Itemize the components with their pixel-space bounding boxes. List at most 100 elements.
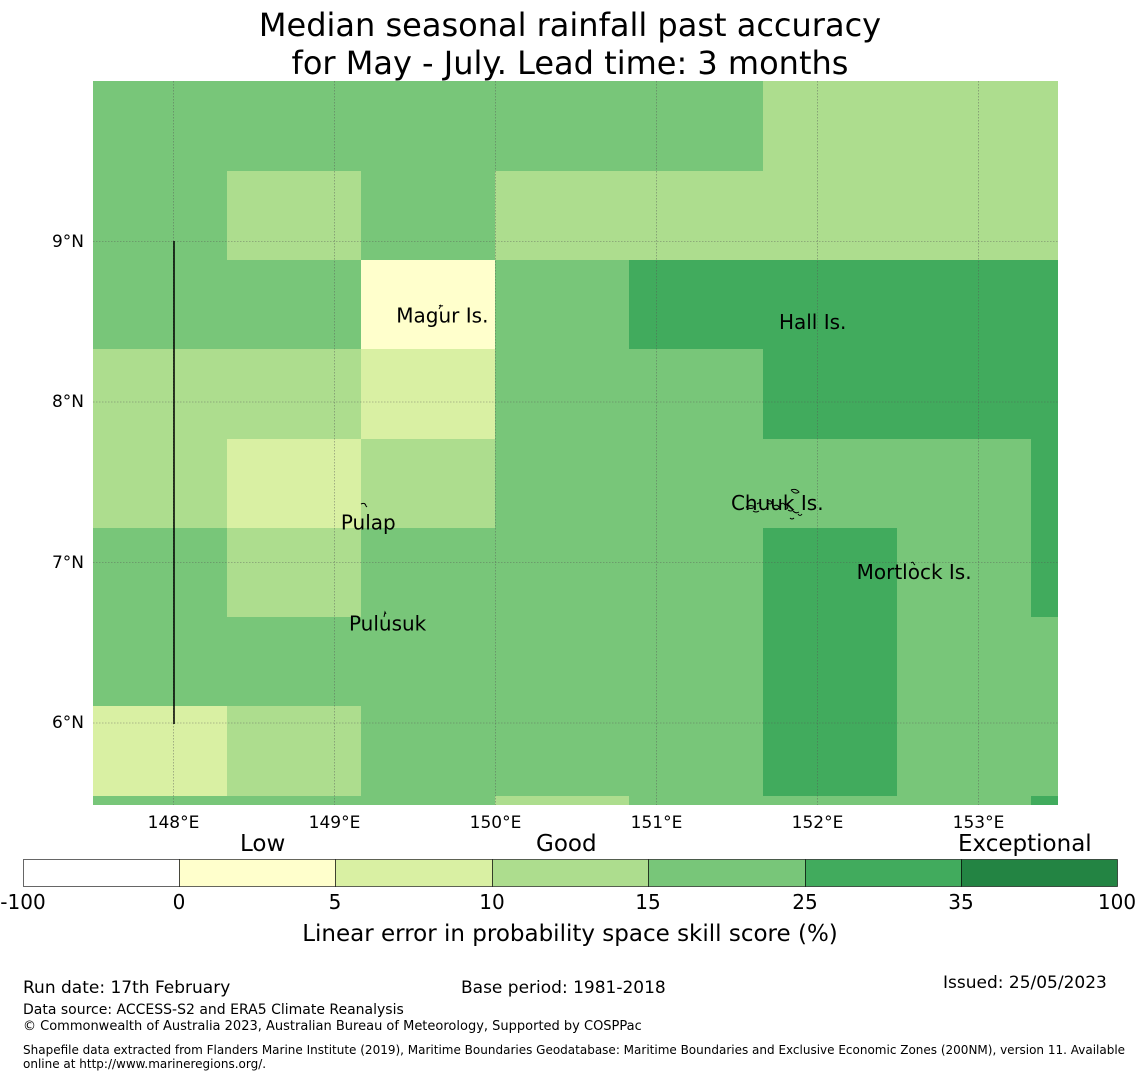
- category-good: Good: [536, 831, 597, 857]
- grid-cell: [361, 439, 496, 529]
- x-tick-label: 153°E: [952, 813, 1005, 833]
- grid-cell: [629, 796, 764, 805]
- grid-cell: [227, 706, 362, 797]
- grid-cell: [93, 617, 228, 707]
- grid-cell: [227, 81, 362, 172]
- grid-cell: [629, 439, 764, 529]
- y-tick-label: 8°N: [51, 392, 84, 412]
- x-tick-label: 148°E: [147, 813, 200, 833]
- grid-cell: [361, 528, 496, 618]
- grid-cell: [227, 528, 362, 618]
- run-date: Run date: 17th February: [23, 978, 231, 998]
- colorbar-tick-label: 5: [328, 890, 342, 914]
- shapefile-credit-line-2: online at http://www.marineregions.org/.: [23, 1057, 267, 1071]
- grid-cell: [495, 349, 630, 440]
- grid-cell: [897, 349, 1032, 440]
- grid-cells: [93, 81, 1058, 805]
- x-tick-label: 151°E: [630, 813, 683, 833]
- grid-cell: [763, 617, 898, 707]
- grid-cell: [763, 81, 898, 172]
- grid-cell: [93, 171, 228, 261]
- grid-cell: [361, 171, 496, 261]
- grid-cell: [93, 439, 228, 529]
- grid-cell: [897, 796, 1032, 805]
- grid-cell: [1031, 171, 1058, 261]
- category-exceptional: Exceptional: [958, 831, 1092, 857]
- grid-cell: [763, 171, 898, 261]
- island-label: Pulap: [341, 510, 396, 534]
- grid-cell: [629, 260, 764, 350]
- grid-cell: [763, 349, 898, 440]
- grid-cell: [227, 796, 362, 805]
- grid-cell: [227, 260, 362, 350]
- grid-cell: [629, 349, 764, 440]
- grid-cell: [1031, 528, 1058, 618]
- magur-outline: [438, 304, 444, 310]
- grid-cell: [93, 81, 228, 172]
- grid-cell: [495, 528, 630, 618]
- grid-cell: [495, 617, 630, 707]
- island-label: Magur Is.: [396, 303, 488, 327]
- y-tick-label: 9°N: [51, 231, 84, 252]
- chart-title-line-2: for May - July. Lead time: 3 months: [291, 44, 849, 82]
- colorbar-segment: [648, 859, 806, 887]
- grid-cell: [93, 528, 228, 618]
- grid-cell: [93, 349, 228, 440]
- colorbar-tick-label: 0: [172, 890, 186, 914]
- shapefile-credit-line-1: Shapefile data extracted from Flanders M…: [23, 1043, 1126, 1057]
- data-source: Data source: ACCESS-S2 and ERA5 Climate …: [23, 1002, 404, 1018]
- grid-cell: [495, 796, 630, 805]
- chart-title-line-1: Median seasonal rainfall past accuracy: [258, 6, 882, 44]
- grid-cell: [1031, 796, 1058, 805]
- y-tick-label: 7°N: [51, 552, 84, 573]
- grid-cell: [495, 260, 630, 350]
- pulap-outline: [360, 502, 368, 508]
- colorbar-segment: [23, 859, 180, 887]
- island-label: Mortlock Is.: [857, 560, 972, 584]
- colorbar-segment: [492, 859, 649, 887]
- island-label: Hall Is.: [779, 310, 846, 334]
- x-tick-label: 150°E: [469, 813, 522, 833]
- grid-cell: [495, 439, 630, 529]
- grid-cell: [1031, 81, 1058, 172]
- x-tick-label: 152°E: [791, 813, 844, 833]
- grid-cell: [1031, 439, 1058, 529]
- chuuk-outline: [745, 488, 803, 520]
- colorbar: [23, 859, 1118, 887]
- colorbar-segment: [805, 859, 962, 887]
- base-period: Base period: 1981-2018: [461, 978, 666, 998]
- grid-cell: [93, 706, 228, 797]
- grid-cell: [897, 81, 1032, 172]
- grid-cell: [629, 617, 764, 707]
- grid-cell: [93, 260, 228, 350]
- colorbar-tick-label: 35: [948, 890, 974, 914]
- grid-cell: [897, 260, 1032, 350]
- grid-cell: [227, 349, 362, 440]
- pulusuk-outline: [383, 610, 387, 618]
- grid-cell: [93, 796, 228, 805]
- grid-cell: [495, 706, 630, 797]
- grid-cell: [361, 260, 496, 350]
- grid-cell: [629, 171, 764, 261]
- colorbar-segment: [961, 859, 1118, 887]
- grid-cell: [361, 617, 496, 707]
- colorbar-tick-label: 15: [635, 890, 661, 914]
- colorbar-segment: [335, 859, 493, 887]
- grid-cell: [763, 439, 898, 529]
- grid-cell: [361, 349, 496, 440]
- grid-cell: [897, 171, 1032, 261]
- grid-cell: [763, 528, 898, 618]
- y-tick-label: 6°N: [51, 713, 84, 733]
- grid-cell: [227, 617, 362, 707]
- grid-cell: [495, 81, 630, 172]
- skill-score-map: Magur Is. Hall Is. Pulap Chuuk Is. Mortlock …: [93, 81, 1058, 805]
- grid-cell: [763, 796, 898, 805]
- grid-cell: [629, 528, 764, 618]
- grid-cell: [495, 171, 630, 261]
- grid-cell: [1031, 706, 1058, 797]
- x-tick-label: 149°E: [308, 813, 361, 833]
- grid-cell: [227, 171, 362, 261]
- island-label: Pulusuk: [349, 611, 427, 635]
- colorbar-tick-label: 10: [479, 890, 505, 914]
- grid-cell: [361, 706, 496, 797]
